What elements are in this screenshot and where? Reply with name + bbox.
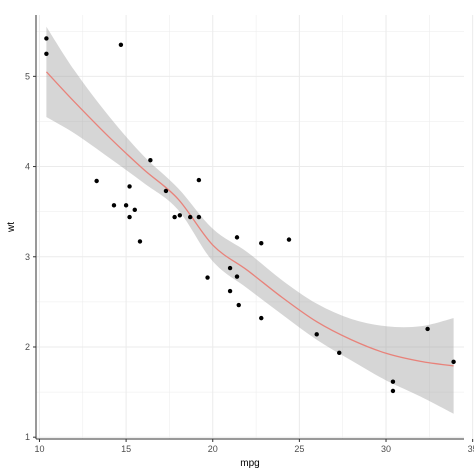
- y-tick-label: 5: [25, 71, 30, 81]
- data-point: [205, 275, 210, 280]
- y-tick-label: 4: [25, 162, 30, 172]
- watermark: 知乎 @zhihao-pku: [354, 451, 460, 465]
- x-tick-label: 20: [208, 444, 218, 454]
- data-point: [236, 302, 241, 308]
- data-point: [123, 203, 129, 208]
- data-point: [137, 239, 143, 244]
- x-tick-label: 30: [381, 444, 391, 454]
- data-point: [172, 214, 177, 220]
- data-point: [44, 36, 49, 41]
- grid-lines: [36, 15, 474, 439]
- data-point: [196, 177, 202, 183]
- data-point: [234, 235, 240, 240]
- confidence-band: [46, 26, 454, 414]
- data-point: [163, 188, 169, 194]
- data-point: [234, 274, 240, 279]
- data-point: [390, 388, 396, 394]
- data-point: [196, 214, 202, 220]
- data-point: [127, 214, 132, 220]
- data-point: [188, 214, 193, 220]
- data-point: [177, 213, 183, 218]
- data-point: [286, 237, 292, 242]
- data-point: [44, 51, 49, 56]
- data-point: [390, 379, 396, 384]
- x-ticks: 10 15 20 25 30 35: [34, 439, 474, 454]
- y-tick-label: 1: [25, 432, 30, 442]
- x-tick-label: 10: [34, 444, 44, 454]
- y-tick-label: 3: [25, 252, 30, 262]
- data-point: [259, 241, 264, 246]
- data-point: [314, 332, 319, 337]
- data-point: [111, 203, 117, 208]
- data-point: [148, 158, 153, 163]
- data-point: [132, 207, 137, 213]
- data-point: [118, 42, 124, 47]
- data-point: [227, 265, 233, 271]
- data-point: [227, 288, 233, 294]
- data-points: [44, 36, 456, 394]
- data-point: [425, 326, 430, 332]
- axes: [35, 15, 464, 440]
- smooth-fit-line: [45, 71, 454, 367]
- data-point: [259, 315, 264, 321]
- panel-background: [36, 15, 464, 439]
- y-tick-label: 2: [25, 342, 30, 352]
- x-axis-title: mpg: [240, 458, 259, 469]
- x-tick-label: 15: [121, 444, 131, 454]
- data-point: [337, 350, 342, 356]
- x-tick-label: 25: [294, 444, 304, 454]
- y-axis-title: wt: [6, 222, 17, 233]
- data-point: [94, 178, 99, 184]
- x-tick-label: 35: [468, 444, 474, 454]
- data-point: [127, 184, 132, 189]
- y-ticks: 1 2 3 4 5: [25, 71, 36, 442]
- data-point: [451, 359, 456, 365]
